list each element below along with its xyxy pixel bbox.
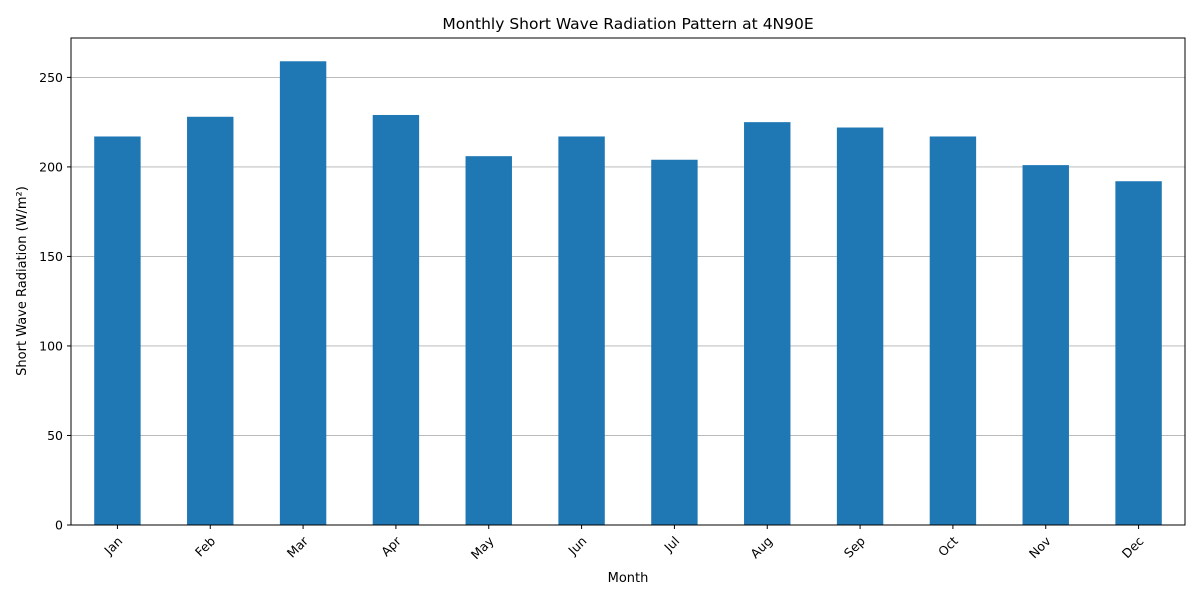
bar-jan [94, 136, 141, 526]
bar-dec [1115, 181, 1162, 525]
bar-may [465, 156, 512, 525]
y-tick-label: 50 [47, 428, 63, 443]
x-tick-label-oct: Oct [935, 533, 961, 559]
x-axis-ticks: Jan Feb Mar Apr May Jun Jul Aug Sep Oct Nov Dec [100, 525, 1147, 562]
bar-jul [651, 159, 698, 525]
y-axis-ticks: 0 50 100 150 200 250 [39, 70, 71, 533]
bar-sep [836, 127, 884, 525]
axes-layer [70, 37, 1186, 526]
y-tick-label: 250 [39, 70, 63, 85]
bar-aug [744, 122, 791, 526]
x-tick-label-may: May [468, 533, 497, 562]
x-tick-label-sep: Sep [841, 533, 868, 560]
bar-oct [929, 136, 977, 526]
x-tick-label-aug: Aug [747, 533, 775, 561]
x-tick-label-feb: Feb [192, 533, 218, 559]
y-axis-label: Short Wave Radiation (W/m²) [15, 186, 30, 376]
bar-feb [187, 116, 234, 525]
plot-frame [70, 37, 1186, 526]
bar-jun [558, 136, 605, 526]
x-tick-label-jan: Jan [100, 533, 125, 558]
x-tick-label-nov: Nov [1026, 533, 1054, 561]
x-tick-label-jun: Jun [564, 533, 589, 558]
bar-nov [1022, 165, 1069, 525]
grid-layer [71, 76, 1185, 526]
chart-title: Monthly Short Wave Radiation Pattern at … [442, 15, 813, 33]
x-tick-label-jul: Jul [660, 533, 682, 555]
x-tick-label-dec: Dec [1119, 533, 1147, 561]
y-tick-label: 150 [39, 249, 63, 264]
bars-layer [94, 61, 1162, 526]
bar-mar [279, 61, 327, 526]
y-tick-label: 100 [39, 338, 63, 353]
bar-apr [372, 114, 420, 526]
x-tick-label-apr: Apr [378, 533, 405, 560]
y-tick-label: 200 [39, 159, 63, 174]
y-tick-label: 0 [55, 518, 63, 533]
x-tick-label-mar: Mar [284, 533, 312, 561]
x-axis-label: Month [608, 571, 649, 586]
